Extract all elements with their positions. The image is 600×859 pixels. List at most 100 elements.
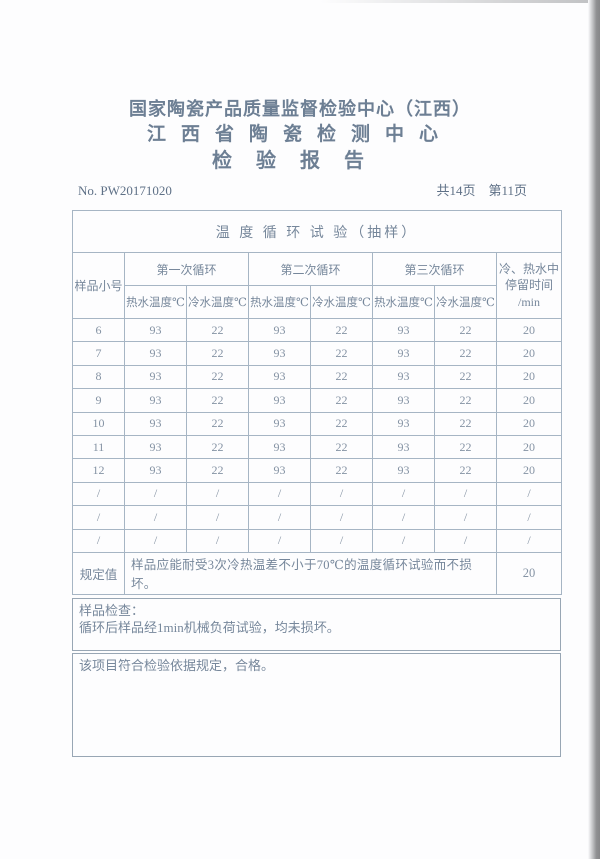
table-cell: / [72,528,125,553]
col-header-cycle-2: 第二次循环 [248,252,373,286]
table-cell: 93 [248,317,311,343]
table-row: 10 93 22 93 22 93 22 20 [72,411,562,436]
table-title: 温 度 循 环 试 验（抽样） [72,210,562,253]
sample-inspection-result: 循环后样品经1min机械负荷试验，均未损坏。 [79,619,340,635]
table-cell: 93 [124,434,187,460]
table-cell: 20 [496,434,562,460]
table-cell: 22 [186,364,249,390]
table-cell: / [310,481,373,507]
table-cell: 22 [434,458,497,483]
table-cell: 22 [434,388,497,413]
table-cell: 20 [496,411,562,436]
table-cell: 22 [310,364,373,390]
col-header-sample-number: 样品小号 [72,252,125,319]
sample-inspection-title: 样品检查： [79,602,145,618]
table-row: 6 93 22 93 22 93 22 20 [72,317,562,343]
col-header-dwell-time: 冷、热水中 停留时间 /min [496,252,562,319]
table-cell: 22 [434,341,497,366]
table-cell: / [434,505,497,530]
table-cell: 22 [310,434,373,460]
org-name-national: 国家陶瓷产品质量监督检验中心（江西） [129,99,471,119]
table-cell: / [372,505,435,530]
table-cell: 93 [372,388,435,413]
conclusion-box: 该项目符合检验依据规定，合格。 [72,652,561,757]
dwell-header-line2: 停留时间 [504,278,553,293]
col-header-hot-water-2: 热水温度℃ [248,285,311,319]
table-cell: / [186,481,249,507]
org-name-provincial: 江西省陶瓷检测中心 [146,124,453,145]
col-header-hot-water-3: 热水温度℃ [372,285,435,319]
table-cell: 93 [372,411,435,436]
table-cell: 93 [124,411,187,436]
table-cell: 7 [72,341,125,366]
scan-edge-artifact-right [588,0,600,859]
temperature-cycle-test-table: 温 度 循 环 试 验（抽样） 样品小号 第一次循环 第二次循环 第三次循环 冷… [72,210,562,595]
report-number: No. PW20171020 [78,183,172,198]
table-cell: 22 [434,317,497,343]
table-cell: 93 [248,388,311,413]
page-indicator: 共14页 第11页 [436,183,527,198]
table-cell: 10 [72,411,125,436]
conclusion-text: 该项目符合检验依据规定，合格。 [79,657,275,673]
table-cell: 22 [186,434,249,460]
table-cell: / [434,528,497,553]
table-cell: 22 [186,388,249,413]
table-cell: 22 [310,458,373,483]
spec-requirement-text: 样品应能耐受3次冷热温差不小于70℃的温度循环试验而不损坏。 [124,551,497,595]
table-row: / / / / / / / / [72,505,562,530]
table-cell: 22 [434,364,497,390]
table-cell: / [496,528,562,553]
table-cell: 20 [496,364,562,390]
col-header-cold-water-3: 冷水温度℃ [434,285,497,319]
col-header-cold-water-2: 冷水温度℃ [310,285,373,319]
table-cell: 93 [124,364,187,390]
table-cell: 22 [186,317,249,343]
spec-row-label: 规定值 [72,551,125,595]
table-cell: / [248,481,311,507]
table-row: / / / / / / / / [72,528,562,553]
table-cell: 93 [372,458,435,483]
table-cell: / [72,505,125,530]
table-cell: 20 [496,317,562,343]
table-cell: 22 [310,388,373,413]
table-cell: 9 [72,388,125,413]
table-cell: 93 [372,434,435,460]
col-header-cycle-3: 第三次循环 [372,252,497,286]
table-cell: 22 [186,458,249,483]
dwell-header-line3: /min [517,294,540,309]
col-header-hot-water-1: 热水温度℃ [124,285,187,319]
table-cell: / [372,481,435,507]
table-row: 7 93 22 93 22 93 22 20 [72,341,562,366]
col-header-cycle-1: 第一次循环 [124,252,249,286]
table-cell: 93 [248,458,311,483]
table-row: 11 93 22 93 22 93 22 20 [72,434,562,460]
table-cell: 6 [72,317,125,343]
table-cell: 93 [372,317,435,343]
dwell-header-line1: 冷、热水中 [498,262,559,277]
table-cell: 20 [496,388,562,413]
table-cell: 20 [496,341,562,366]
table-cell: / [124,528,187,553]
table-row: 12 93 22 93 22 93 22 20 [72,458,562,483]
table-cell: 22 [310,317,373,343]
table-cell: 93 [248,341,311,366]
table-row: 9 93 22 93 22 93 22 20 [72,388,562,413]
table-row: / / / / / / / / [72,481,562,507]
table-cell: 12 [72,458,125,483]
table-cell: / [124,505,187,530]
table-cell: 93 [248,434,311,460]
scan-edge-artifact-top [320,0,600,3]
table-cell: / [434,481,497,507]
table-cell: 22 [434,411,497,436]
table-cell: 93 [124,388,187,413]
table-cell: / [310,505,373,530]
table-cell: 93 [372,364,435,390]
table-cell: / [186,528,249,553]
table-cell: / [496,505,562,530]
table-cell: 93 [124,341,187,366]
table-cell: / [186,505,249,530]
report-title: 检验报告 [212,150,388,172]
table-cell: / [248,505,311,530]
table-cell: / [310,528,373,553]
